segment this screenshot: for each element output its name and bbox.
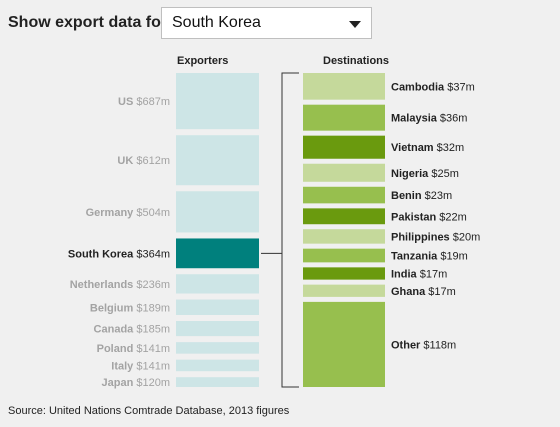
destination-label-philippines: Philippines $20m [391,231,480,243]
exporter-bar-belgium [176,299,259,315]
country-select-value: South Korea [172,14,261,31]
destination-bar-other [303,301,385,387]
destination-label-malaysia: Malaysia $36m [391,113,467,125]
exporter-label-germany: Germany $504m [86,207,170,219]
destination-label-india: India $17m [391,268,447,280]
chart: US $687m UK $612m Germany $504m South Korea… [68,72,480,389]
chevron-down-icon[interactable] [349,21,361,28]
exporter-bar-canada [176,320,259,337]
destination-bar-philippines [303,229,385,244]
exporter-label-japan: Japan $120m [102,377,171,389]
exporter-bar-italy [176,359,259,372]
destination-label-other: Other $118m [391,339,456,351]
destination-bar-tanzania [303,248,385,263]
exporter-bar-us [176,73,259,130]
filter-label: Show export data for: [8,14,173,31]
source-note: Source: United Nations Comtrade Database… [8,405,290,417]
destination-bar-cambodia [303,73,385,100]
exporter-bar-poland [176,342,259,354]
destination-bar-pakistan [303,208,385,225]
exporter-bar-uk [176,135,259,186]
destination-bar-nigeria [303,163,385,182]
exporter-bar-germany [176,191,259,233]
destination-bar-ghana [303,284,385,297]
destination-bar-india [303,267,385,280]
destination-label-ghana: Ghana $17m [391,286,456,298]
destination-label-tanzania: Tanzania $19m [391,251,468,263]
exporter-label-belgium: Belgium $189m [90,302,170,314]
destination-bar-malaysia [303,104,385,131]
exporter-bar-netherlands [176,274,259,294]
exporter-label-south-korea: South Korea $364m [68,248,170,260]
destination-bar-vietnam [303,135,385,159]
destinations-header: Destinations [323,55,390,67]
destination-bar-benin [303,186,385,204]
exporter-label-us: US $687m [118,96,170,108]
exporter-bar-south-korea [176,238,259,269]
destination-label-pakistan: Pakistan $22m [391,211,467,223]
exporter-label-poland: Poland $141m [97,343,170,355]
destination-label-cambodia: Cambodia $37m [391,81,475,93]
destination-label-benin: Benin $23m [391,190,452,202]
exporter-bar-japan [176,377,259,387]
exporter-label-italy: Italy $141m [111,360,170,372]
exporters-header: Exporters [177,55,229,67]
exporter-label-canada: Canada $185m [94,324,170,336]
destination-bracket [281,72,299,388]
country-select[interactable]: South Korea [161,7,372,39]
destination-label-vietnam: Vietnam $32m [391,142,464,154]
exporter-label-uk: UK $612m [117,155,170,167]
exporter-label-netherlands: Netherlands $236m [70,279,170,291]
destination-label-nigeria: Nigeria $25m [391,168,459,180]
